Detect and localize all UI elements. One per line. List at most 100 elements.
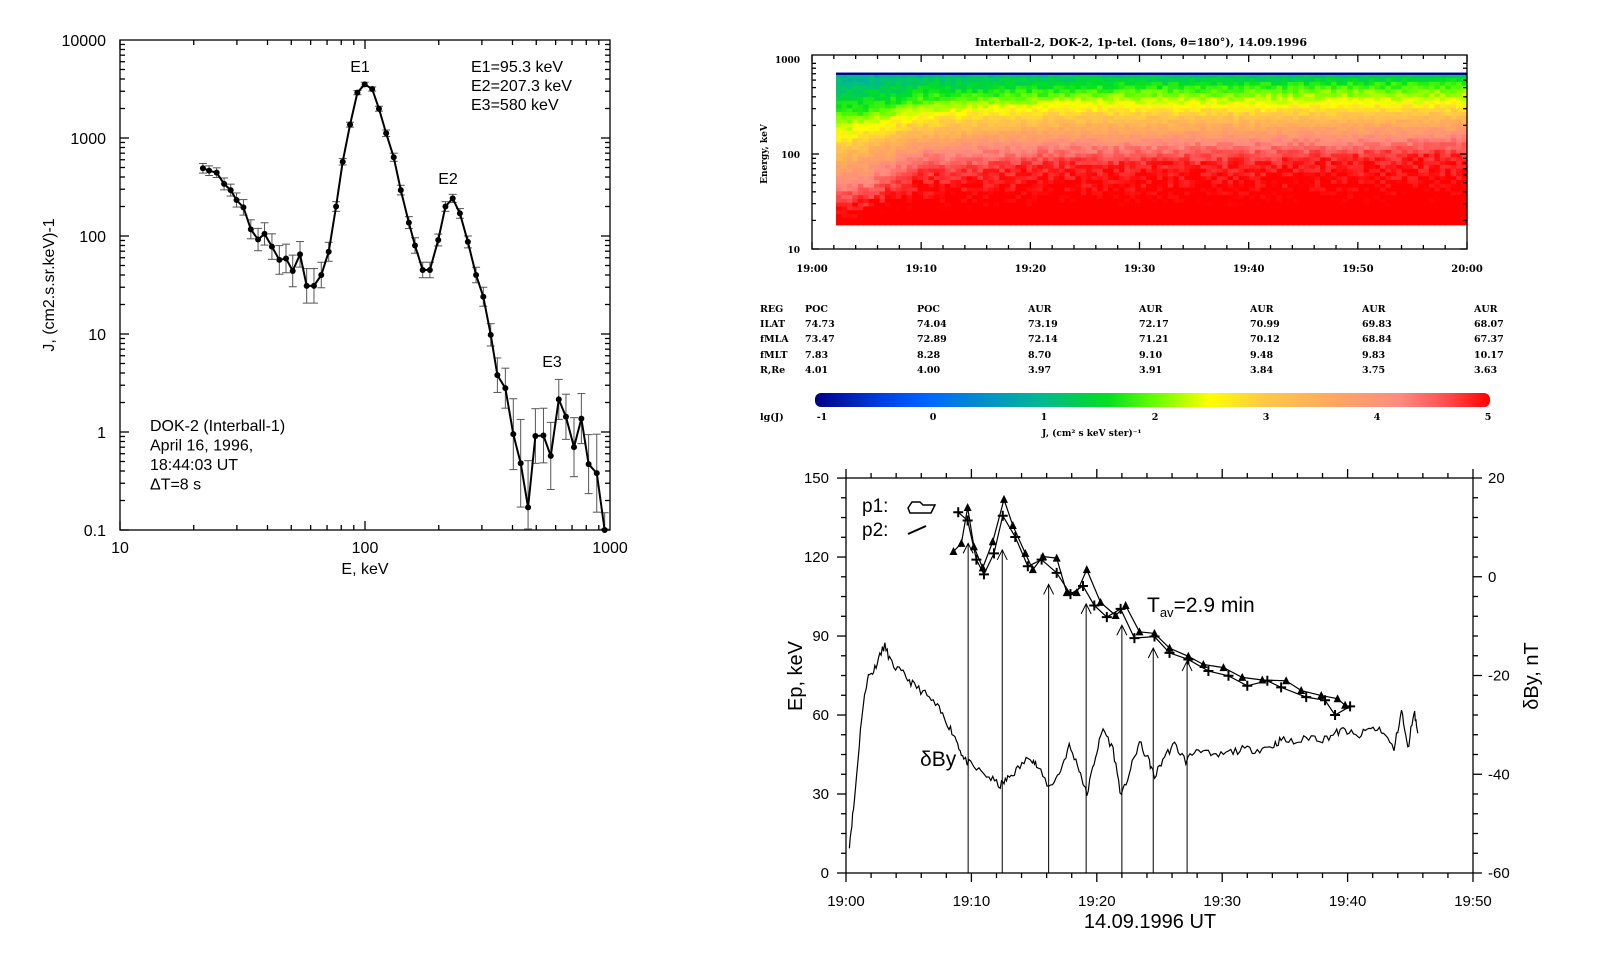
heatmap-cell <box>1178 217 1185 222</box>
heatmap-cell <box>901 85 908 90</box>
heatmap-cell <box>1249 103 1256 109</box>
heatmap-cell <box>1097 137 1104 143</box>
heatmap-cell <box>1336 220 1343 226</box>
heatmap-cell <box>955 145 962 150</box>
heatmap-cell <box>1195 194 1202 199</box>
heatmap-cell <box>1086 220 1093 226</box>
heatmap-cell <box>1010 141 1017 147</box>
heatmap-cell <box>836 100 843 105</box>
heatmap-cell <box>988 179 995 184</box>
spectrogram-chart: 19:00 19:10 19:20 19:30 19:40 19:50 20:0010001… <box>760 36 1504 439</box>
heatmap-cell <box>933 194 940 199</box>
heatmap-cell <box>928 111 935 116</box>
heatmap-cell <box>1374 202 1381 207</box>
heatmap-cell <box>1390 153 1397 158</box>
heatmap-cell <box>1195 220 1202 226</box>
heatmap-cell <box>1048 81 1055 86</box>
heatmap-cell <box>906 153 913 158</box>
heatmap-cell <box>1428 209 1435 215</box>
heatmap-cell <box>1390 73 1397 79</box>
heatmap-cell <box>895 111 902 116</box>
heatmap-cell <box>1271 202 1278 207</box>
heatmap-cell <box>1195 205 1202 211</box>
heatmap-cell <box>1211 107 1218 113</box>
heatmap-cell <box>1020 153 1028 158</box>
heatmap-cell <box>1292 145 1299 150</box>
heatmap-cell <box>1135 190 1142 196</box>
heatmap-cell <box>1325 88 1332 94</box>
heatmap-cell <box>966 77 973 82</box>
heatmap-cell <box>1341 81 1348 86</box>
heatmap-cell <box>846 217 853 222</box>
heatmap-cell <box>1053 122 1060 128</box>
heatmap-cell <box>1124 107 1131 113</box>
heatmap-cell <box>1026 217 1033 222</box>
heatmap-cell <box>868 141 875 147</box>
heatmap-cell <box>1265 186 1272 192</box>
heatmap-cell <box>1369 85 1376 90</box>
heatmap-cell <box>1298 179 1305 184</box>
heatmap-cell <box>1086 209 1093 215</box>
heatmap-cell <box>1456 217 1463 222</box>
heatmap-cell <box>1336 103 1343 109</box>
heatmap-cell <box>1086 107 1093 113</box>
heatmap-cell <box>1069 186 1076 192</box>
heatmap-cell <box>1347 141 1354 147</box>
heatmap-cell <box>1254 111 1261 116</box>
heatmap-cell <box>1363 213 1370 218</box>
heatmap-cell <box>1173 164 1180 169</box>
heatmap-cell <box>1205 153 1212 158</box>
heatmap-cell <box>1042 186 1049 192</box>
heatmap-cell <box>1336 217 1343 222</box>
heatmap-cell <box>836 202 843 207</box>
heatmap-cell <box>884 202 892 207</box>
heatmap-cell <box>1053 190 1060 196</box>
heatmap-cell <box>1156 149 1163 154</box>
heatmap-cell <box>1265 85 1272 90</box>
heatmap-cell <box>917 73 924 79</box>
heatmap-cell <box>1042 205 1049 211</box>
heatmap-cell <box>1048 85 1055 90</box>
heatmap-cell <box>868 209 875 215</box>
heatmap-cell <box>961 171 968 177</box>
heatmap-cell <box>1358 186 1365 192</box>
heatmap-cell <box>1363 198 1370 203</box>
heatmap-cell <box>1124 134 1131 139</box>
heatmap-cell <box>895 168 902 173</box>
heatmap-cell <box>1173 73 1180 79</box>
heatmap-cell <box>1129 213 1136 218</box>
heatmap-cell <box>977 122 984 128</box>
heatmap-cell <box>1129 122 1136 128</box>
heatmap-cell <box>1320 175 1327 181</box>
heatmap-cell <box>912 186 919 192</box>
heatmap-cell <box>884 190 892 196</box>
heatmap-cell <box>1276 164 1283 169</box>
heatmap-cell <box>901 111 908 116</box>
heatmap-cell <box>1303 202 1310 207</box>
heatmap-cell <box>1053 156 1060 162</box>
heatmap-cell <box>846 171 853 177</box>
heatmap-cell <box>1222 194 1229 199</box>
heatmap-cell <box>1108 194 1115 199</box>
heatmap-cell <box>1200 73 1207 79</box>
heatmap-cell <box>1347 107 1354 113</box>
heatmap-cell <box>1140 92 1147 97</box>
heatmap-cell <box>1379 115 1387 120</box>
heatmap-cell <box>863 122 870 128</box>
heatmap-cell <box>966 100 973 105</box>
heatmap-cell <box>1004 186 1011 192</box>
heatmap-cell <box>1445 175 1452 181</box>
heatmap-cell <box>1216 145 1223 150</box>
heatmap-cell <box>1456 137 1463 143</box>
heatmap-cell <box>1303 190 1310 196</box>
heatmap-cell <box>1396 111 1403 116</box>
heatmap-cell <box>1146 107 1153 113</box>
heatmap-cell <box>1369 153 1376 158</box>
heatmap-cell <box>846 122 853 128</box>
heatmap-cell <box>1086 164 1093 169</box>
heatmap-cell <box>857 190 864 196</box>
heatmap-cell <box>1064 198 1071 203</box>
heatmap-cell <box>1379 100 1387 105</box>
heatmap-cell <box>1260 171 1267 177</box>
heatmap-cell <box>1173 171 1180 177</box>
